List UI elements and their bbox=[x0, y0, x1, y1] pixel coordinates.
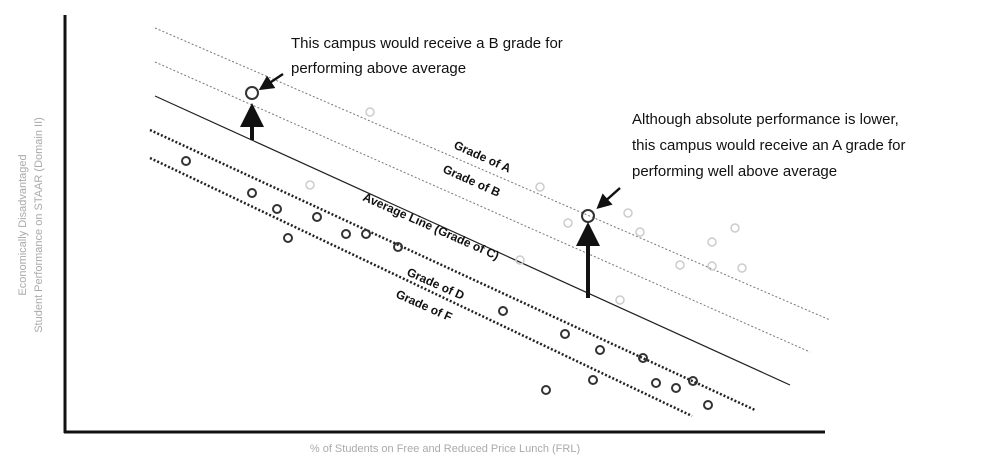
point bbox=[595, 345, 605, 355]
point bbox=[341, 229, 351, 239]
annotation-a-line2: this campus would receive an A grade for bbox=[632, 137, 906, 154]
grade-d-line bbox=[149, 128, 756, 412]
grade-a-line bbox=[154, 27, 831, 321]
point bbox=[615, 295, 625, 305]
point bbox=[671, 383, 681, 393]
point bbox=[393, 242, 403, 252]
point bbox=[638, 353, 648, 363]
axes bbox=[63, 15, 825, 434]
point bbox=[498, 306, 508, 316]
point bbox=[283, 233, 293, 243]
y-axis-label-line2: Student Performance on STAAR (Domain II) bbox=[33, 117, 45, 333]
point bbox=[305, 180, 315, 190]
point bbox=[588, 375, 598, 385]
highlighted-campus-b bbox=[245, 86, 259, 100]
grade-lines bbox=[149, 27, 831, 418]
point bbox=[563, 218, 573, 228]
points bbox=[181, 86, 713, 410]
grade-f-line bbox=[149, 156, 693, 418]
pointer-arrow bbox=[596, 187, 621, 209]
x-axis-label: % of Students on Free and Reduced Price … bbox=[310, 443, 580, 455]
point bbox=[312, 212, 322, 222]
point bbox=[247, 188, 257, 198]
annotation-b-line1: This campus would receive a B grade for bbox=[291, 35, 563, 52]
point bbox=[675, 260, 685, 270]
point bbox=[361, 229, 371, 239]
point bbox=[737, 263, 747, 273]
arrows bbox=[240, 72, 621, 298]
point bbox=[707, 261, 717, 271]
point bbox=[365, 107, 375, 117]
line-label: Average Line (Grade of C) bbox=[361, 190, 502, 263]
annotation-b-line2: performing above average bbox=[291, 60, 466, 77]
point bbox=[688, 376, 698, 386]
point bbox=[515, 255, 525, 265]
point bbox=[181, 156, 191, 166]
point bbox=[707, 237, 717, 247]
point bbox=[535, 182, 545, 192]
annotation-a-line3: performing well above average bbox=[632, 163, 837, 180]
point bbox=[635, 227, 645, 237]
average-line bbox=[154, 95, 791, 386]
faint-points bbox=[305, 107, 747, 305]
point bbox=[651, 378, 661, 388]
point bbox=[541, 385, 551, 395]
point bbox=[272, 204, 282, 214]
y-axis-label-line1: Economically Disadvantaged bbox=[17, 154, 29, 295]
point bbox=[623, 208, 633, 218]
annotation-a-line1: Although absolute performance is lower, bbox=[632, 111, 899, 128]
point bbox=[560, 329, 570, 339]
grade-b-line bbox=[154, 61, 811, 353]
highlighted-campus-a bbox=[581, 209, 595, 223]
point bbox=[703, 400, 713, 410]
point bbox=[730, 223, 740, 233]
pointer-arrow bbox=[258, 72, 284, 91]
